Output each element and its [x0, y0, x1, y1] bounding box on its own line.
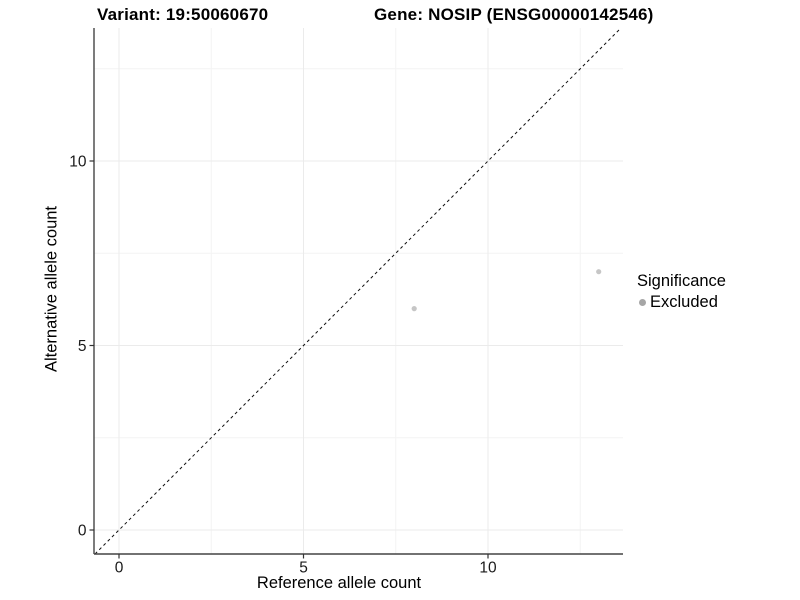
legend-entry-label: Excluded — [650, 293, 718, 311]
x-axis-title: Reference allele count — [256, 574, 422, 592]
data-point — [411, 306, 417, 312]
variant-title: Variant: 19:50060670 — [97, 5, 269, 24]
legend: Significance Excluded — [637, 272, 726, 312]
x-tick-label: 5 — [299, 560, 308, 577]
data-point — [596, 269, 602, 275]
y-axis-title: Alternative allele count — [42, 205, 61, 373]
x-tick-label: 0 — [115, 560, 124, 577]
identity-dashed-line — [94, 27, 622, 555]
legend-point-icon — [639, 299, 646, 306]
gene-title: Gene: NOSIP (ENSG00000142546) — [374, 5, 654, 24]
x-tick-label: 10 — [479, 560, 497, 577]
y-tick-label: 5 — [78, 338, 87, 355]
legend-title: Significance — [637, 272, 726, 290]
y-tick-label: 10 — [69, 154, 87, 171]
legend-entry: Excluded — [637, 293, 726, 312]
y-tick-label: 0 — [78, 523, 87, 540]
